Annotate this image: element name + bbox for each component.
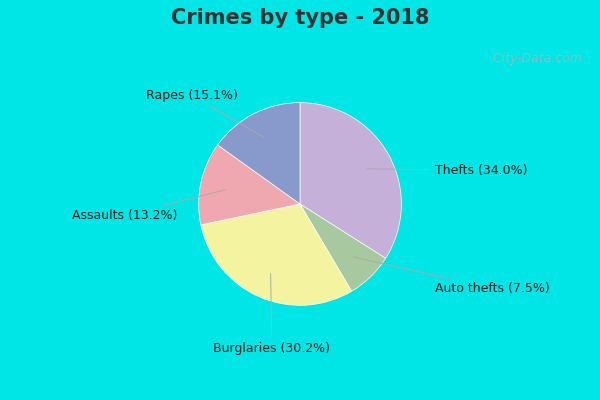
Wedge shape bbox=[300, 204, 386, 291]
Wedge shape bbox=[201, 204, 352, 305]
Wedge shape bbox=[300, 103, 401, 258]
Text: Assaults (13.2%): Assaults (13.2%) bbox=[72, 190, 226, 222]
Text: City-Data.com: City-Data.com bbox=[485, 52, 582, 65]
Text: Burglaries (30.2%): Burglaries (30.2%) bbox=[214, 274, 331, 355]
Text: Thefts (34.0%): Thefts (34.0%) bbox=[367, 164, 527, 177]
Wedge shape bbox=[218, 103, 300, 204]
Text: Rapes (15.1%): Rapes (15.1%) bbox=[146, 89, 264, 138]
Text: Auto thefts (7.5%): Auto thefts (7.5%) bbox=[353, 257, 550, 295]
Wedge shape bbox=[199, 145, 300, 225]
Text: Crimes by type - 2018: Crimes by type - 2018 bbox=[171, 8, 429, 28]
